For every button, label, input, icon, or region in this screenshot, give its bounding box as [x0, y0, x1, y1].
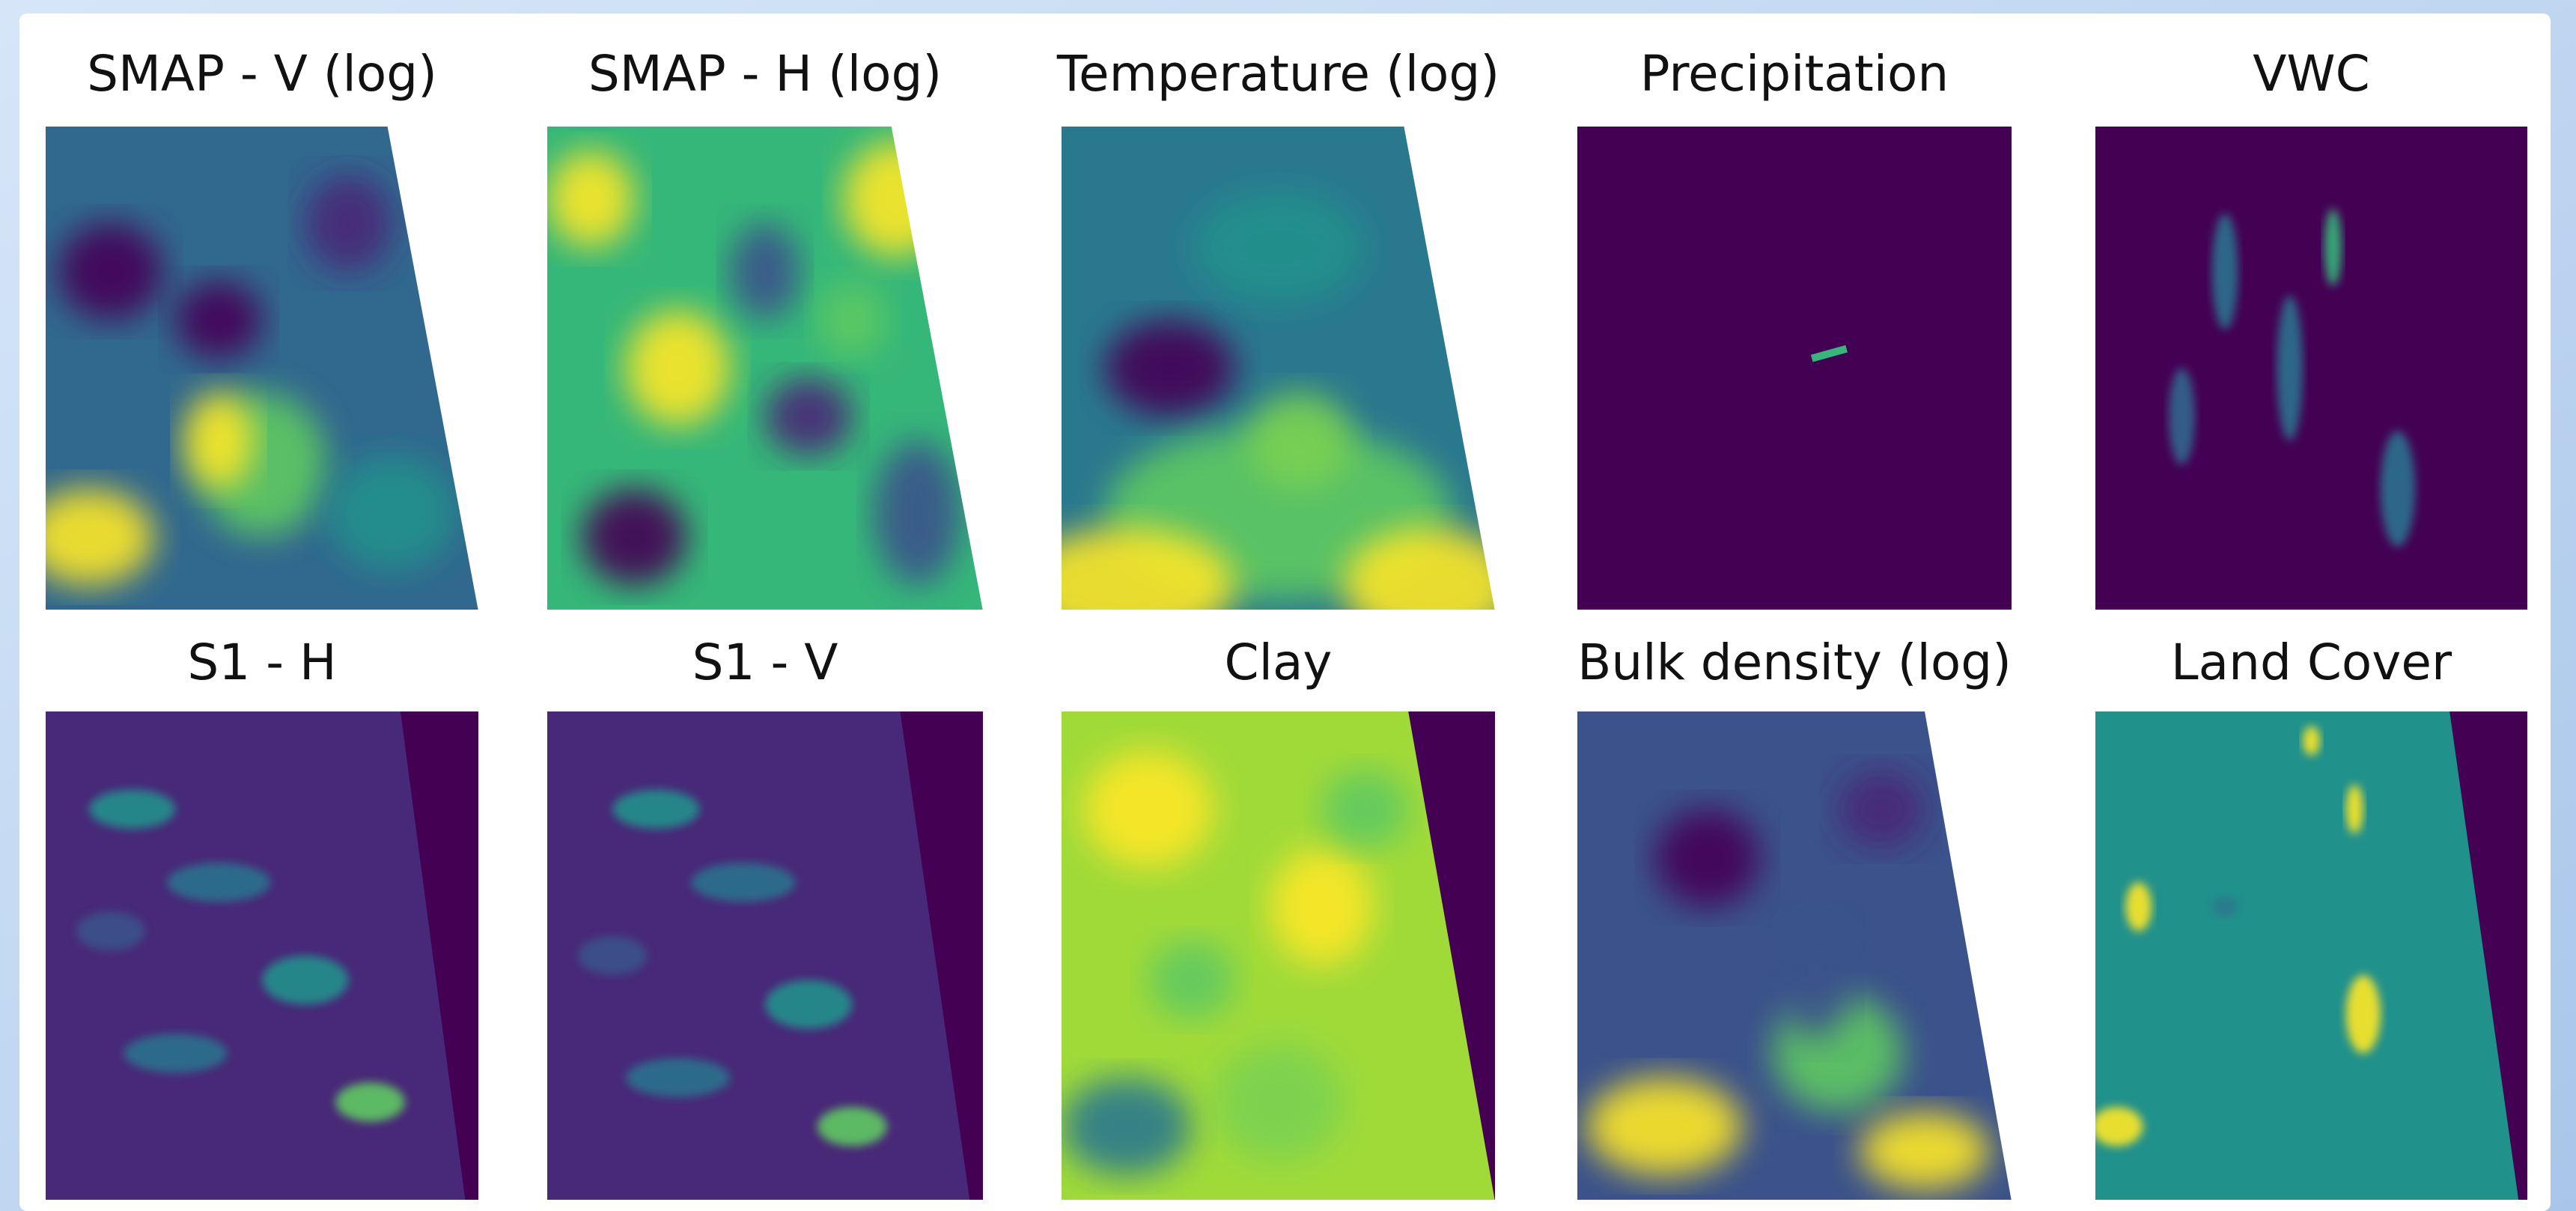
- panel-image: [1577, 711, 2013, 1201]
- panel-title: S1 - V: [692, 634, 838, 691]
- image-texture: [1248, 392, 1352, 489]
- panel-title: Clay: [1225, 634, 1333, 691]
- panel-image: [46, 711, 480, 1201]
- image-texture: [124, 1034, 228, 1072]
- image-texture: [2303, 726, 2320, 756]
- image-texture: [1192, 189, 1365, 306]
- image-texture: [2125, 882, 2152, 931]
- image-texture: [765, 377, 852, 455]
- image-texture: [691, 863, 796, 902]
- image-texture: [1782, 921, 1851, 1038]
- image-texture: [2381, 431, 2415, 547]
- image-texture: [2169, 368, 2195, 465]
- image-texture: [305, 175, 392, 272]
- image-texture: [58, 223, 162, 320]
- image-texture: [626, 310, 731, 426]
- image-texture: [1083, 750, 1214, 867]
- image-texture: [1062, 1078, 1192, 1175]
- image-base: [2095, 127, 2527, 610]
- image-texture: [89, 789, 176, 828]
- image-base: [1577, 127, 2012, 610]
- panel-title: VWC: [2253, 45, 2370, 103]
- image-texture: [167, 863, 271, 902]
- image-texture: [1148, 941, 1235, 1019]
- panel-image: [547, 127, 984, 611]
- panel-title: SMAP - V (log): [87, 45, 437, 103]
- image-texture: [1838, 770, 1925, 848]
- image-texture: [1321, 770, 1408, 848]
- panel-image: [1018, 127, 1517, 643]
- image-texture: [2212, 213, 2238, 330]
- panel-title: S1 - H: [187, 634, 336, 691]
- image-texture: [2324, 209, 2342, 286]
- image-texture: [1270, 849, 1374, 965]
- panel-image: [1577, 127, 2012, 610]
- image-texture: [612, 789, 699, 828]
- panel-title: Temperature (log): [1056, 45, 1499, 103]
- image-texture: [2346, 975, 2381, 1053]
- image-texture: [2212, 897, 2238, 917]
- image-texture: [76, 911, 144, 950]
- panel-title: Land Cover: [2171, 634, 2452, 691]
- image-texture: [817, 1107, 887, 1146]
- image-texture: [335, 1083, 404, 1122]
- panel-image: [2091, 711, 2529, 1201]
- image-texture: [1860, 1112, 1990, 1190]
- image-texture: [1214, 1043, 1344, 1160]
- image-texture: [730, 223, 800, 320]
- image-texture: [626, 1058, 731, 1097]
- panel-title: Precipitation: [1640, 45, 1949, 103]
- panel-image: [547, 711, 984, 1201]
- panel-image: [24, 127, 480, 611]
- image-texture: [1655, 809, 1759, 906]
- panel-title: SMAP - H (log): [588, 45, 942, 103]
- image-texture: [874, 440, 961, 586]
- image-texture: [262, 956, 349, 1004]
- image-texture: [578, 936, 648, 975]
- image-texture: [327, 455, 457, 571]
- image-texture: [817, 281, 887, 358]
- image-texture: [2091, 1107, 2143, 1146]
- image-texture: [184, 392, 253, 489]
- figure: SMAP - V (log) SMAP - H (log) Temperature …: [0, 0, 2576, 1211]
- panel-image: [1062, 711, 1496, 1201]
- image-texture: [765, 980, 852, 1029]
- image-texture: [582, 489, 687, 586]
- image-texture: [2346, 785, 2363, 834]
- panel-title: Bulk density (log): [1577, 634, 2012, 691]
- page: SMAP - V (log) SMAP - H (log) Temperature …: [0, 0, 2576, 1211]
- image-texture: [2277, 296, 2303, 441]
- panel-image: [2095, 127, 2527, 610]
- image-texture: [547, 151, 634, 247]
- image-texture: [1586, 1078, 1743, 1175]
- image-texture: [175, 281, 262, 358]
- image-texture: [1105, 320, 1235, 416]
